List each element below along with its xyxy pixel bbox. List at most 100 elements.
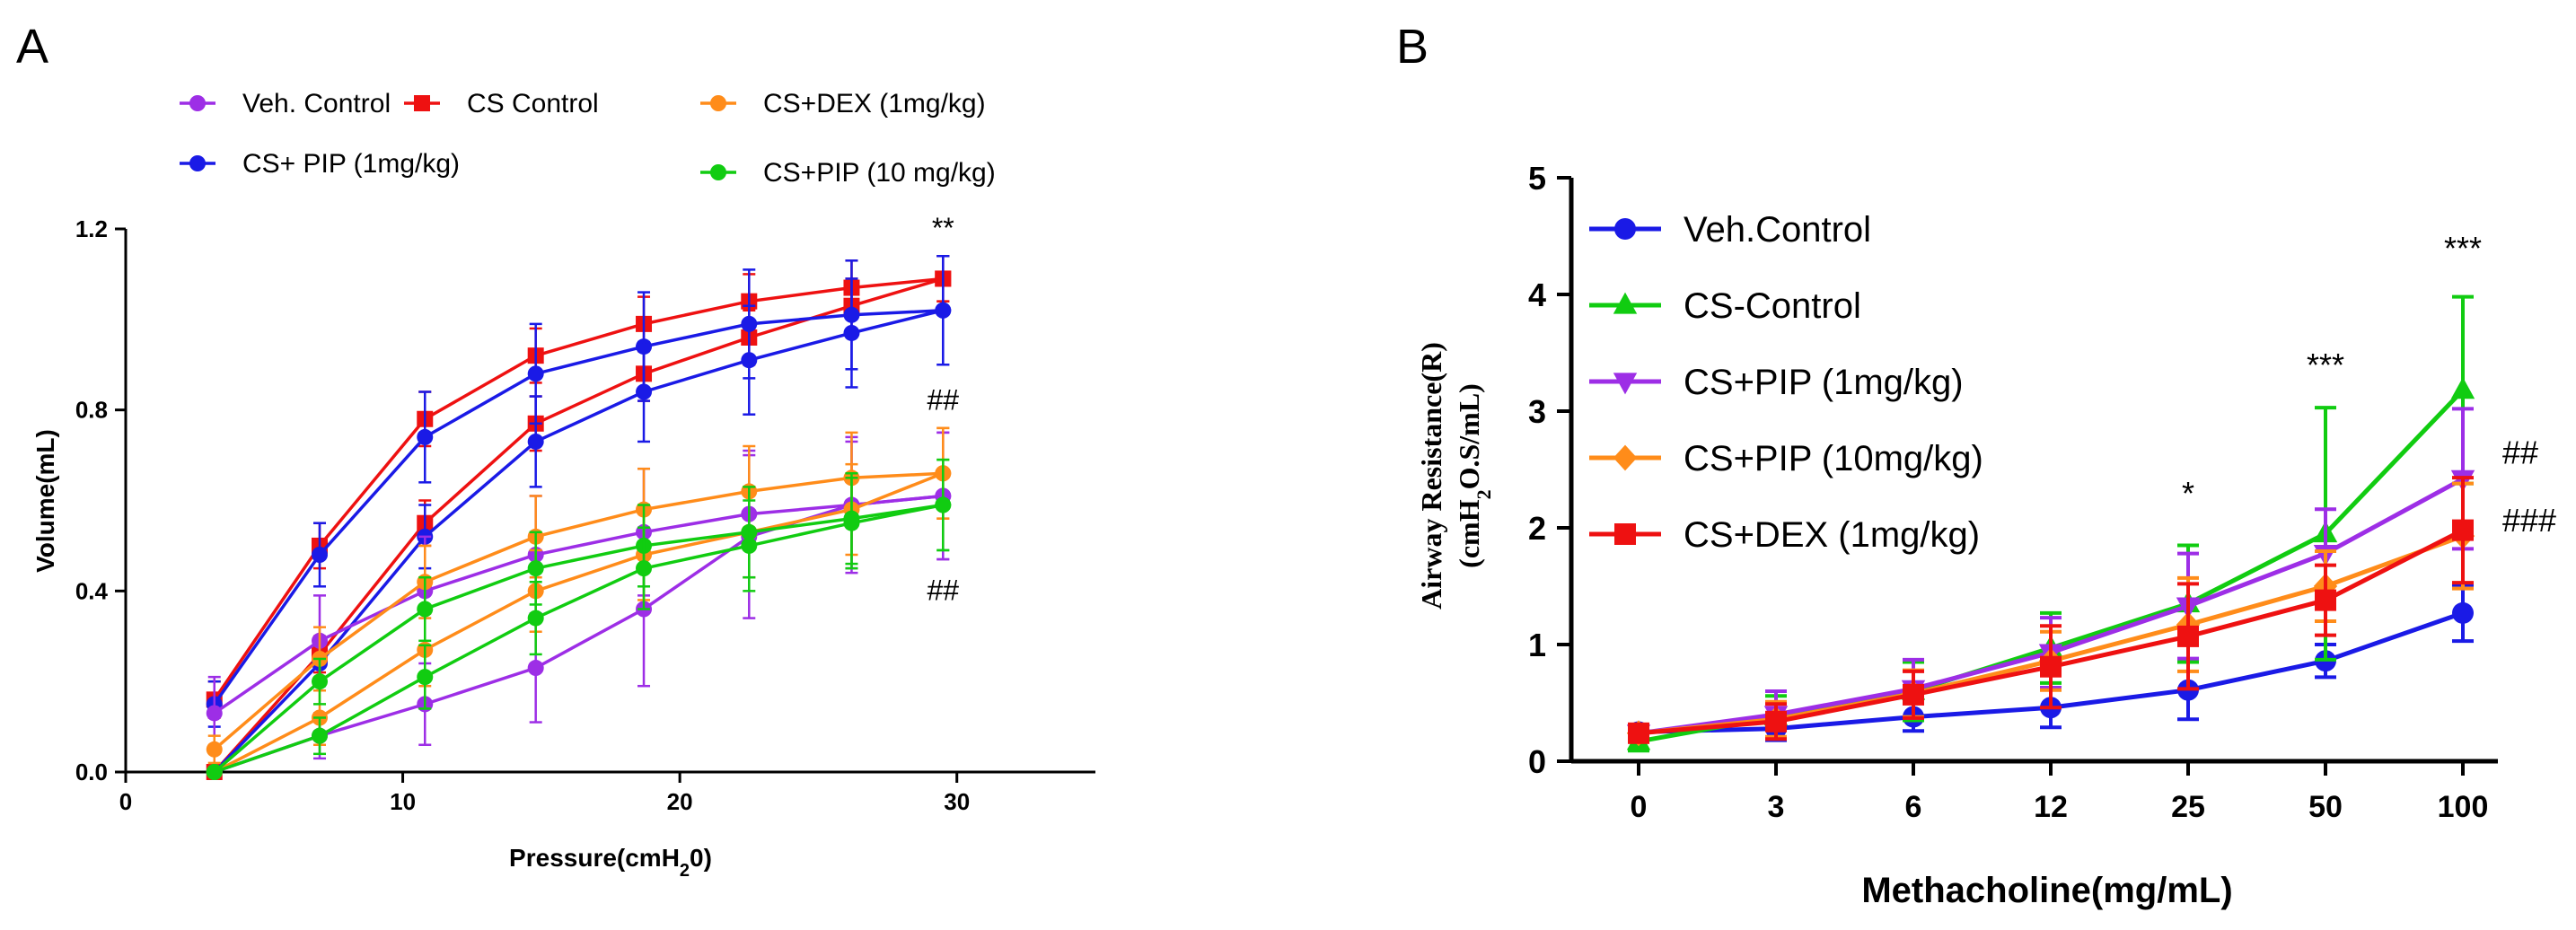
panel-b-y-tick-label: 2	[1528, 510, 1546, 547]
panel-a-data-point	[527, 610, 544, 627]
panel-b-legend-marker	[1613, 292, 1638, 314]
panel-b-label: B	[1396, 20, 1429, 74]
panel-a-y-tick-label: 1.2	[75, 215, 108, 242]
panel-b-data-point	[2450, 377, 2475, 399]
panel-b-legend-marker	[1613, 444, 1638, 471]
panel-b-data-point	[2040, 655, 2062, 678]
panel-a-data-point	[527, 660, 544, 677]
panel-b-data-point	[1765, 710, 1787, 733]
panel-b-data-point	[1903, 683, 1924, 706]
panel-a-x-label: Pressure(cmH20)	[509, 844, 712, 881]
panel-a-annotations: ** ## ##	[927, 212, 959, 606]
panel-a-legend-marker	[189, 155, 206, 171]
panel-b-data-point	[2452, 601, 2474, 624]
panel-b-y-tick-label: 4	[1528, 276, 1546, 313]
panel-a-y-tick-label: 0.4	[75, 577, 109, 604]
panel-b-x-tick-label: 100	[2438, 790, 2489, 824]
panel-b-legend: Veh.Control CS-Control CS+PIP (1mg/kg) CS+P…	[1589, 210, 1983, 555]
panel-a-y-tick-label: 0.0	[75, 759, 108, 785]
panel-a-legend-marker	[189, 95, 206, 111]
panel-a-legend-entry: CS+DEX (1mg/kg)	[700, 89, 986, 118]
panel-a-y-tick-label: 0.8	[75, 397, 108, 424]
panel-a-legend-entry: Veh. Control	[180, 89, 391, 118]
panel-b-legend-entry: CS-Control	[1589, 286, 1861, 326]
panel-a-legend-entry: CS+ PIP (1mg/kg)	[180, 149, 460, 179]
panel-b-y-tick-label: 0	[1528, 743, 1546, 780]
panel-a-series-line	[214, 503, 944, 774]
panel-a-series-line	[213, 309, 944, 706]
panel-b-y-tick-label: 5	[1528, 160, 1546, 197]
panel-a-data-point	[636, 560, 653, 577]
panel-b-significance-mark: ##	[2502, 434, 2538, 471]
panel-a-series-line	[213, 309, 944, 774]
panel-a-data-point	[935, 302, 952, 319]
panel-a-significance-mark: ##	[927, 384, 959, 417]
panel-a: A Veh. Control CS Control CS+DEX (1mg/kg) C…	[16, 20, 1095, 881]
panel-b-legend-label: CS-Control	[1684, 286, 1861, 326]
panel-a-legend-label: Veh. Control	[242, 89, 391, 118]
panel-a-data-point	[312, 673, 328, 690]
panel-b-data-point	[2177, 625, 2199, 647]
panel-a-data-point	[843, 514, 860, 531]
panel-a-data-point	[206, 764, 223, 780]
panel-b-significance-mark: ***	[2307, 347, 2344, 383]
panel-a-series-line	[213, 276, 944, 701]
panel-b-y-label-line2: (cmH2O.S/mL)	[1453, 383, 1495, 568]
panel-b-legend-entry: CS+DEX (1mg/kg)	[1589, 515, 1980, 555]
panel-a-series	[206, 255, 952, 780]
panel-a-data-point	[741, 352, 758, 369]
panel-b-y-label-line1: Airway Resistance(R)	[1415, 342, 1447, 610]
panel-a-legend-label: CS+DEX (1mg/kg)	[763, 89, 986, 118]
panel-a-legend-label: CS+PIP (10 mg/kg)	[763, 158, 996, 188]
panel-b-x-tick-label: 0	[1631, 790, 1648, 824]
panel-a-series-line	[213, 503, 944, 774]
panel-b-data-point	[2315, 589, 2336, 611]
panel-a-series-line	[213, 494, 944, 715]
panel-b-legend-entry: CS+PIP (10mg/kg)	[1589, 439, 1983, 478]
panel-a-significance-mark: **	[932, 212, 954, 244]
panel-a-series	[206, 458, 952, 780]
panel-b-legend-label: CS+PIP (1mg/kg)	[1684, 363, 1964, 402]
panel-a-data-point	[417, 428, 434, 445]
panel-b-significance-mark: *	[2182, 475, 2194, 512]
panel-b-legend-label: CS+PIP (10mg/kg)	[1684, 439, 1983, 478]
panel-a-ticks: 0 10 20 30 0.0 0.4 0.8 1.2	[75, 215, 970, 815]
panel-a-data-point	[741, 537, 758, 554]
panel-a-data-point	[312, 727, 328, 744]
panel-b-legend-label: Veh.Control	[1684, 210, 1871, 250]
panel-b-significance-mark: ###	[2502, 502, 2556, 539]
panel-b-x-tick-label: 3	[1768, 790, 1785, 824]
panel-b-x-tick-label: 6	[1905, 790, 1922, 824]
panel-a-series-line	[214, 494, 944, 774]
panel-a-legend-entry: CS+PIP (10 mg/kg)	[700, 158, 996, 188]
panel-a-series-line	[213, 471, 944, 774]
panel-a-significance-mark: ##	[927, 574, 959, 606]
panel-b-significance-mark: ***	[2444, 230, 2482, 267]
panel-a-x-tick-label: 20	[667, 788, 693, 815]
panel-a-series-line	[213, 471, 944, 751]
panel-a-series	[206, 255, 952, 780]
panel-b-legend-marker	[1613, 373, 1638, 395]
panel-a-legend-label: CS+ PIP (1mg/kg)	[242, 149, 460, 179]
panel-a-data-point	[843, 324, 860, 341]
panel-a-legend-label: CS Control	[467, 89, 599, 118]
panel-b-legend-entry: CS+PIP (1mg/kg)	[1589, 363, 1964, 402]
panel-a-data-point	[527, 365, 544, 382]
panel-a-data-point	[417, 669, 434, 686]
panel-b-x-tick-label: 25	[2171, 790, 2205, 824]
panel-b-series	[1628, 476, 2474, 744]
panel-b-series	[1626, 294, 2475, 753]
panel-a-legend-entry: CS Control	[404, 89, 599, 118]
panel-a-data-point	[312, 547, 328, 563]
panel-a-x-tick-label: 30	[944, 788, 970, 815]
panel-b-y-tick-label: 1	[1528, 627, 1546, 663]
panel-a-data-point	[206, 741, 223, 758]
panel-a-y-label: Volume(mL)	[31, 429, 59, 573]
panel-b-x-tick-label: 50	[2308, 790, 2343, 824]
panel-a-legend-marker	[710, 95, 726, 111]
panel-b-y-tick-label: 3	[1528, 393, 1546, 430]
panel-a-data-point	[417, 601, 434, 618]
